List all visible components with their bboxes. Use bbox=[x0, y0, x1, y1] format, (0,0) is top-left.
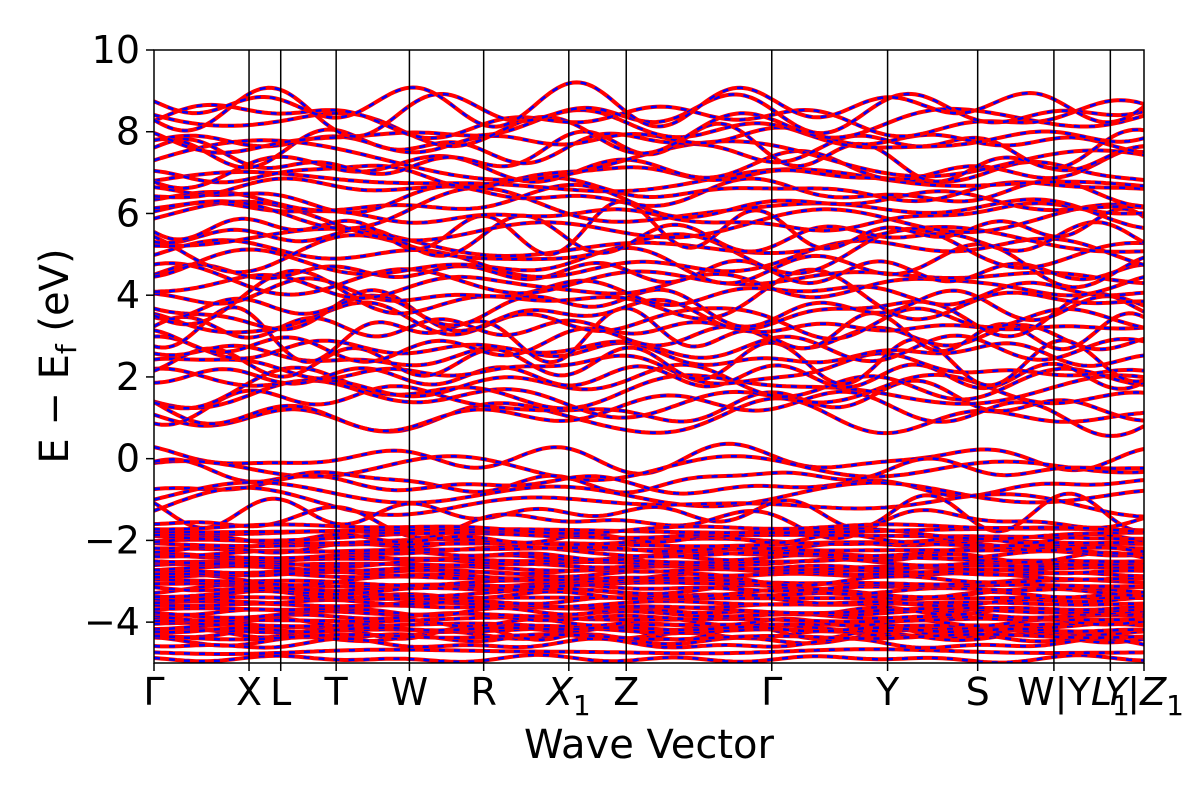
band-down-96 bbox=[154, 653, 1144, 663]
band-down-18 bbox=[154, 277, 1144, 307]
y-axis: 10 8 6 4 2 0 −2 −4 bbox=[84, 28, 154, 644]
band-down-2 bbox=[154, 379, 1144, 427]
band-down-49 bbox=[154, 474, 1144, 498]
band-down-72 bbox=[154, 583, 1144, 596]
band-up-4 bbox=[154, 365, 1144, 411]
band-down-43 bbox=[154, 98, 1144, 140]
y-tick-label-3: 4 bbox=[116, 273, 140, 317]
band-down-82 bbox=[154, 558, 1144, 568]
y-tick-label-7: −4 bbox=[84, 600, 140, 644]
plot-frame bbox=[153, 49, 1145, 664]
x-tick-label-7: Z bbox=[613, 670, 639, 714]
band-down-53 bbox=[154, 505, 1144, 540]
band-down-99 bbox=[154, 633, 1144, 641]
band-down-23 bbox=[154, 237, 1144, 279]
band-down-20 bbox=[154, 261, 1144, 296]
x-tick-label-3: T bbox=[324, 670, 349, 714]
band-down-52 bbox=[154, 492, 1144, 533]
band-down-100 bbox=[154, 625, 1144, 634]
band-down-46 bbox=[154, 442, 1144, 475]
band-down-7 bbox=[154, 352, 1144, 385]
y-tick-label-6: −2 bbox=[84, 518, 140, 562]
band-down-24 bbox=[154, 227, 1144, 275]
band-down-37 bbox=[154, 139, 1144, 182]
band-down-30 bbox=[154, 186, 1144, 230]
band-down-22 bbox=[154, 242, 1144, 289]
x-tick-label-6: X1 bbox=[545, 670, 591, 722]
band-down-32 bbox=[154, 177, 1144, 214]
band-down-91 bbox=[154, 532, 1144, 545]
band-down-25 bbox=[154, 225, 1144, 258]
x-axis: Γ X L T W R X1 Z Γ Y S W|Y L1Y|Z1 bbox=[143, 663, 1184, 722]
band-down-35 bbox=[154, 160, 1144, 189]
x-tick-label-12: L1 bbox=[1091, 670, 1130, 722]
band-down-10 bbox=[154, 334, 1144, 363]
band-down-26 bbox=[154, 214, 1144, 258]
x-tick-label-13: Y|Z1 bbox=[1104, 670, 1184, 722]
band-up-45 bbox=[154, 80, 1144, 129]
y-tick-label-1: 8 bbox=[116, 110, 140, 154]
x-tick-label-5: R bbox=[470, 670, 496, 714]
band-down-28 bbox=[154, 200, 1144, 242]
x-tick-label-8: Γ bbox=[761, 670, 782, 714]
x-tick-label-0: Γ bbox=[143, 670, 164, 714]
x-tick-label-1: X bbox=[236, 670, 262, 714]
y-tick-label-4: 2 bbox=[116, 355, 140, 399]
x-tick-label-4: W bbox=[391, 670, 429, 714]
band-down-97 bbox=[154, 647, 1144, 656]
band-down-12 bbox=[154, 306, 1144, 364]
band-down-1 bbox=[154, 390, 1144, 438]
x-axis-label: Wave Vector bbox=[524, 722, 775, 768]
band-down-48 bbox=[154, 457, 1144, 494]
band-up-11 bbox=[154, 323, 1144, 364]
band-down-41 bbox=[154, 108, 1144, 154]
band-down-16 bbox=[154, 288, 1144, 328]
band-down-44 bbox=[154, 86, 1144, 138]
y-tick-label-5: 0 bbox=[116, 437, 140, 481]
band-down-19 bbox=[154, 272, 1144, 300]
bands-group bbox=[154, 80, 1144, 663]
band-down-56 bbox=[154, 625, 1144, 641]
band-down-98 bbox=[154, 637, 1144, 650]
y-axis-label: E − Ef (eV) bbox=[32, 248, 83, 463]
band-down-39 bbox=[154, 128, 1144, 170]
x-tick-label-10: S bbox=[966, 670, 990, 714]
x-tick-label-2: L bbox=[270, 670, 291, 714]
band-down-95 bbox=[154, 523, 1144, 535]
band-down-34 bbox=[154, 167, 1144, 193]
x-tick-label-9: Y bbox=[875, 670, 900, 714]
x-tick-label-11: W|Y bbox=[1017, 670, 1091, 715]
band-down-83 bbox=[154, 555, 1144, 565]
y-tick-label-0: 10 bbox=[92, 28, 140, 72]
band-down-38 bbox=[154, 122, 1144, 183]
band-down-33 bbox=[154, 176, 1144, 203]
band-down-62 bbox=[154, 611, 1144, 623]
band-down-51 bbox=[154, 486, 1144, 518]
kpoint-lines-group bbox=[248, 50, 1112, 663]
band-down-50 bbox=[154, 481, 1144, 508]
y-tick-label-2: 6 bbox=[116, 191, 140, 235]
band-down-15 bbox=[154, 289, 1144, 338]
band-down-31 bbox=[154, 183, 1144, 219]
